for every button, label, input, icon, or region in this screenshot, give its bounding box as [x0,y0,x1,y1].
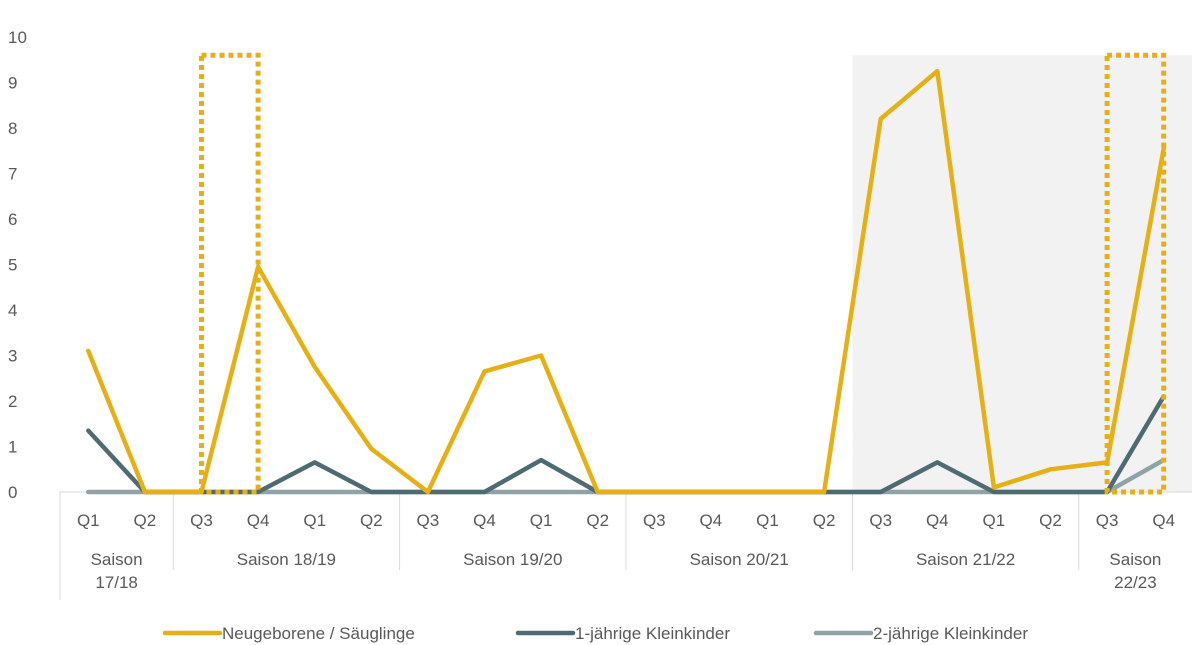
y-tick-label: 4 [8,301,17,320]
highlight-box-1 [199,52,261,495]
x-tick-label: Q3 [417,511,440,530]
y-tick-label: 9 [8,74,17,93]
x-tick-label: Q2 [586,511,609,530]
y-tick-label: 2 [8,392,17,411]
x-tick-label: Q2 [813,511,836,530]
season-label: Saison 21/22 [916,550,1015,569]
x-tick-label: Q3 [190,511,213,530]
season-label: 22/23 [1114,573,1157,592]
season-label: Saison [91,550,143,569]
y-tick-label: 1 [8,438,17,457]
highlight-box-2 [1104,52,1167,495]
series-lines [86,68,1166,495]
legend-label-3: 2-jährige Kleinkinder [873,624,1028,643]
shaded-region [852,55,1192,492]
y-tick-label: 10 [8,28,27,47]
x-tick-label: Q3 [643,511,666,530]
x-tick-label: Q1 [756,511,779,530]
y-tick-label: 6 [8,210,17,229]
x-tick-label: Q3 [869,511,892,530]
x-axis-quarter-labels: Q1 Q2 Q3 Q4 Q1 Q2 Q3 Q4 Q1 Q2 Q3 Q4 Q1 Q2 Q3 Q4 Q1 Q2 Q3 Q4 [77,511,1175,530]
y-tick-label: 8 [8,119,17,138]
season-label: Saison 19/20 [463,550,562,569]
x-tick-label: Q4 [700,511,723,530]
x-tick-label: Q1 [530,511,553,530]
y-tick-label: 0 [8,483,17,502]
x-tick-label: Q4 [1152,511,1175,530]
highlight-boxes [199,52,1167,495]
y-tick-label: 5 [8,256,17,275]
x-tick-label: Q1 [77,511,100,530]
y-axis-ticks: 0 1 2 3 4 5 6 7 8 9 10 [8,28,27,502]
x-tick-label: Q2 [134,511,157,530]
season-label: Saison [1109,550,1161,569]
x-tick-label: Q4 [247,511,270,530]
x-tick-label: Q1 [303,511,326,530]
shaded-region-layer [852,55,1192,492]
x-tick-label: Q4 [926,511,949,530]
y-tick-label: 3 [8,347,17,366]
legend: Neugeborene / Säuglinge 1-jährige Kleinki… [162,624,1028,643]
x-tick-label: Q4 [473,511,496,530]
x-tick-label: Q2 [360,511,383,530]
season-label: Saison 20/21 [690,550,789,569]
x-axis-season-labels: Saison 17/18 Saison 18/19 Saison 19/20 Saiso… [91,550,1162,592]
season-label: 17/18 [95,573,138,592]
series-line-1 [86,68,1166,495]
x-tick-label: Q2 [1039,511,1062,530]
y-tick-label: 7 [8,165,17,184]
legend-label-2: 1-jährige Kleinkinder [575,624,730,643]
x-axis [59,491,1192,600]
x-tick-label: Q1 [983,511,1006,530]
legend-label-1: Neugeborene / Säuglinge [222,624,415,643]
x-tick-label: Q3 [1096,511,1119,530]
season-label: Saison 18/19 [237,550,336,569]
